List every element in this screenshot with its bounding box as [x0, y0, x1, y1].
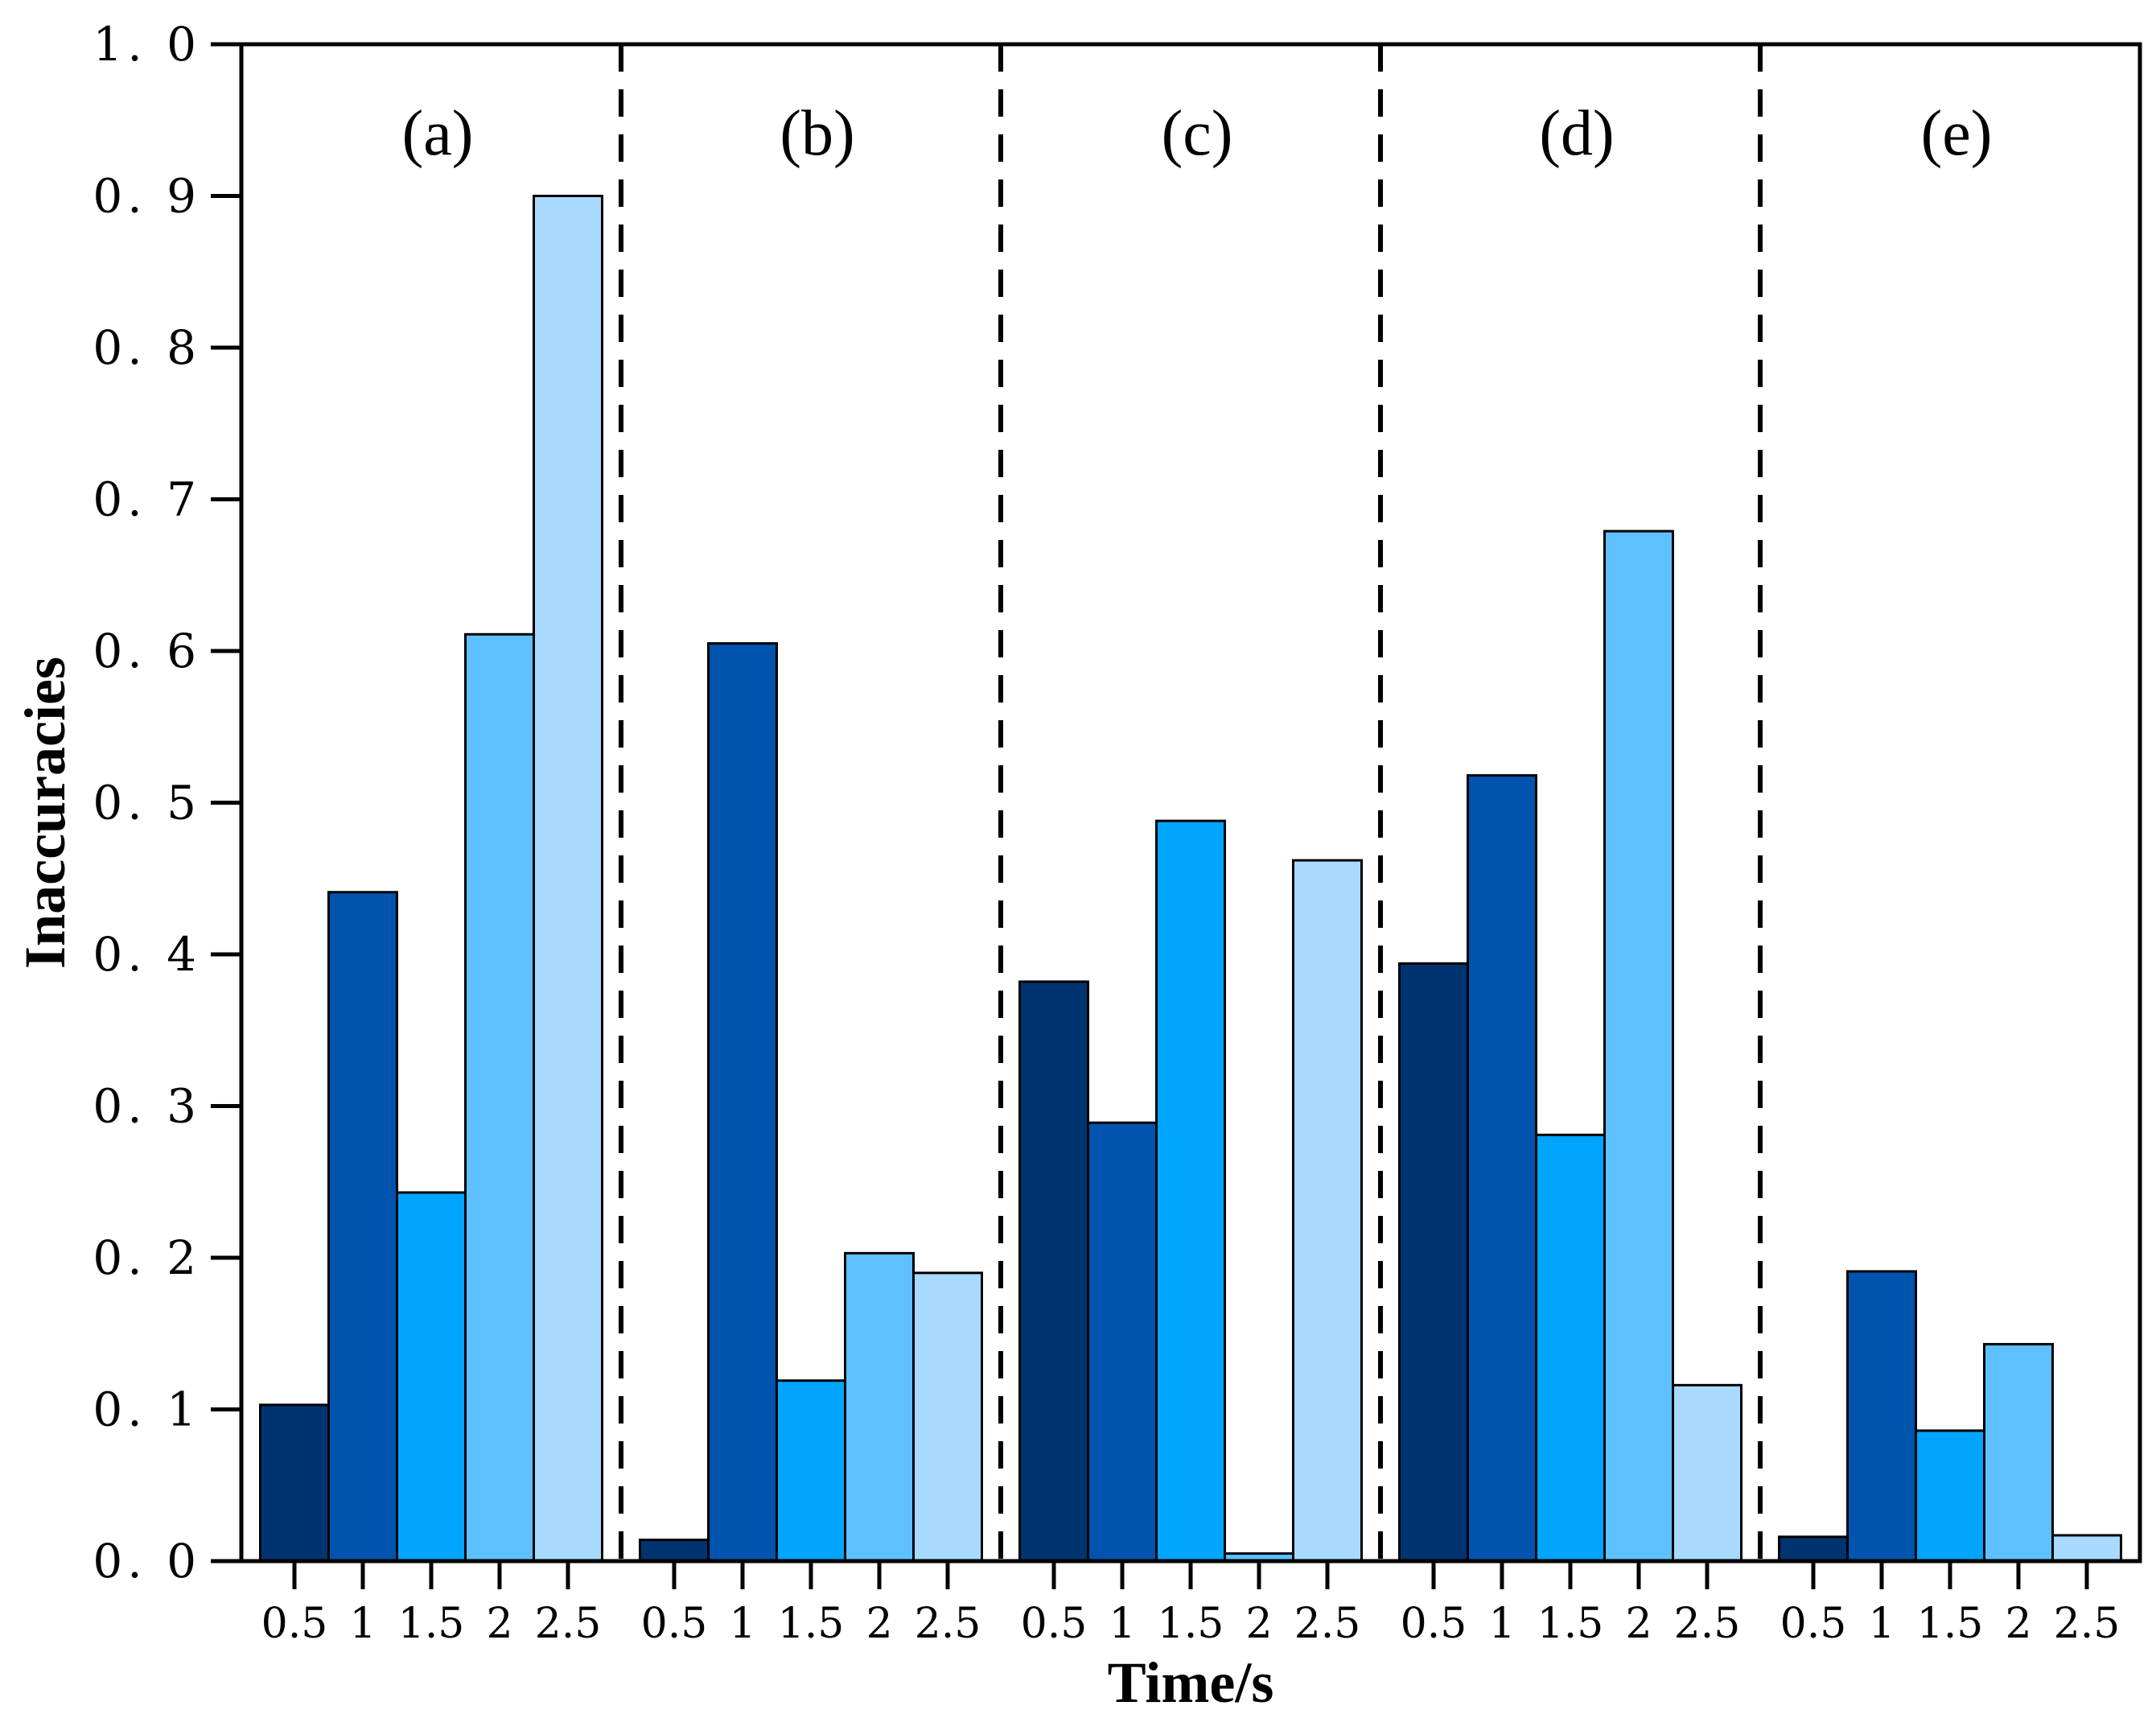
x-axis: 0.5 1 1.5 2 2.5 0.5 1 1.5 2 2.5 0.5 1 1.5 2 2.5 0.5 1 1.5…	[261, 1561, 2121, 1648]
y-tick-label: 0. 3	[93, 1079, 201, 1134]
x-tick-label: 2.5	[2054, 1600, 2121, 1648]
bar	[1535, 1133, 1606, 1563]
x-tick-label: 2.5	[535, 1600, 602, 1648]
bars	[259, 195, 2122, 1563]
bar	[259, 1403, 330, 1563]
x-tick-label: 2.5	[1294, 1600, 1361, 1648]
x-tick-label: 0.5	[641, 1600, 708, 1648]
bar	[1292, 859, 1363, 1563]
bar	[1603, 529, 1674, 1563]
bar	[396, 1191, 467, 1563]
x-tick-label: 0.5	[1021, 1600, 1088, 1648]
x-tick-label: 1.5	[1917, 1600, 1984, 1648]
bar	[1018, 980, 1089, 1563]
x-tick-label: 2	[1245, 1600, 1272, 1648]
bar	[1398, 962, 1469, 1563]
x-tick-label: 0.5	[1780, 1600, 1847, 1648]
bar	[1467, 774, 1537, 1563]
bar	[1778, 1535, 1849, 1563]
panel-label: (c)	[1162, 98, 1233, 169]
panel-label: (a)	[402, 98, 474, 169]
x-tick-label: 2.5	[915, 1600, 981, 1648]
x-tick-label: 1.5	[778, 1600, 845, 1648]
y-tick-label: 1. 0	[93, 17, 201, 72]
bar	[1087, 1121, 1158, 1563]
panel-labels: (a) (b) (c) (d) (e)	[402, 98, 1993, 169]
bar	[912, 1271, 983, 1563]
bar	[844, 1251, 915, 1563]
panel-label: (e)	[1921, 98, 1993, 169]
panel-separators	[619, 44, 1763, 1561]
y-tick-label: 0. 1	[93, 1382, 201, 1437]
panel-label: (d)	[1539, 98, 1614, 169]
y-tick-label: 0. 6	[93, 624, 201, 678]
bar	[639, 1539, 710, 1563]
bar	[464, 632, 535, 1563]
x-tick-label: 1	[1488, 1600, 1515, 1648]
x-tick-label: 0.5	[261, 1600, 328, 1648]
y-tick-label: 0. 7	[93, 472, 201, 527]
x-tick-label: 1.5	[1537, 1600, 1604, 1648]
bar	[1915, 1429, 1985, 1563]
y-tick-label: 0. 8	[93, 320, 201, 375]
x-tick-label: 2.5	[1674, 1600, 1741, 1648]
bar	[1846, 1270, 1917, 1563]
y-tick-label: 0. 5	[93, 776, 201, 830]
y-axis-title: Inaccuracies	[13, 657, 77, 969]
bar	[1672, 1383, 1742, 1563]
x-tick-label: 1	[1109, 1600, 1135, 1648]
panel-label: (b)	[780, 98, 854, 169]
y-tick-label: 0. 4	[93, 927, 201, 982]
x-tick-label: 1.5	[398, 1600, 465, 1648]
y-axis: 0. 0 0. 1 0. 2 0. 3 0. 4 0. 5 0. 6 0. 7 0. 8 0. 9…	[93, 17, 241, 1588]
bar	[1155, 819, 1226, 1563]
bar	[2051, 1534, 2122, 1563]
x-tick-label: 2	[866, 1600, 892, 1648]
bar	[533, 195, 603, 1563]
x-tick-label: 1	[729, 1600, 755, 1648]
bar	[707, 642, 778, 1563]
x-tick-label: 2	[486, 1600, 512, 1648]
y-tick-label: 0. 2	[93, 1230, 201, 1285]
x-tick-label: 1	[1868, 1600, 1895, 1648]
x-tick-label: 1	[349, 1600, 376, 1648]
x-tick-label: 2	[2005, 1600, 2031, 1648]
x-axis-title: Time/s	[1108, 1650, 1274, 1714]
bar	[776, 1379, 846, 1563]
y-tick-label: 0. 9	[93, 169, 201, 224]
bar	[327, 891, 398, 1563]
bar	[1983, 1342, 2054, 1563]
x-tick-label: 1.5	[1158, 1600, 1224, 1648]
x-tick-label: 2	[1625, 1600, 1652, 1648]
y-tick-label: 0. 0	[93, 1534, 201, 1588]
x-tick-label: 0.5	[1401, 1600, 1467, 1648]
